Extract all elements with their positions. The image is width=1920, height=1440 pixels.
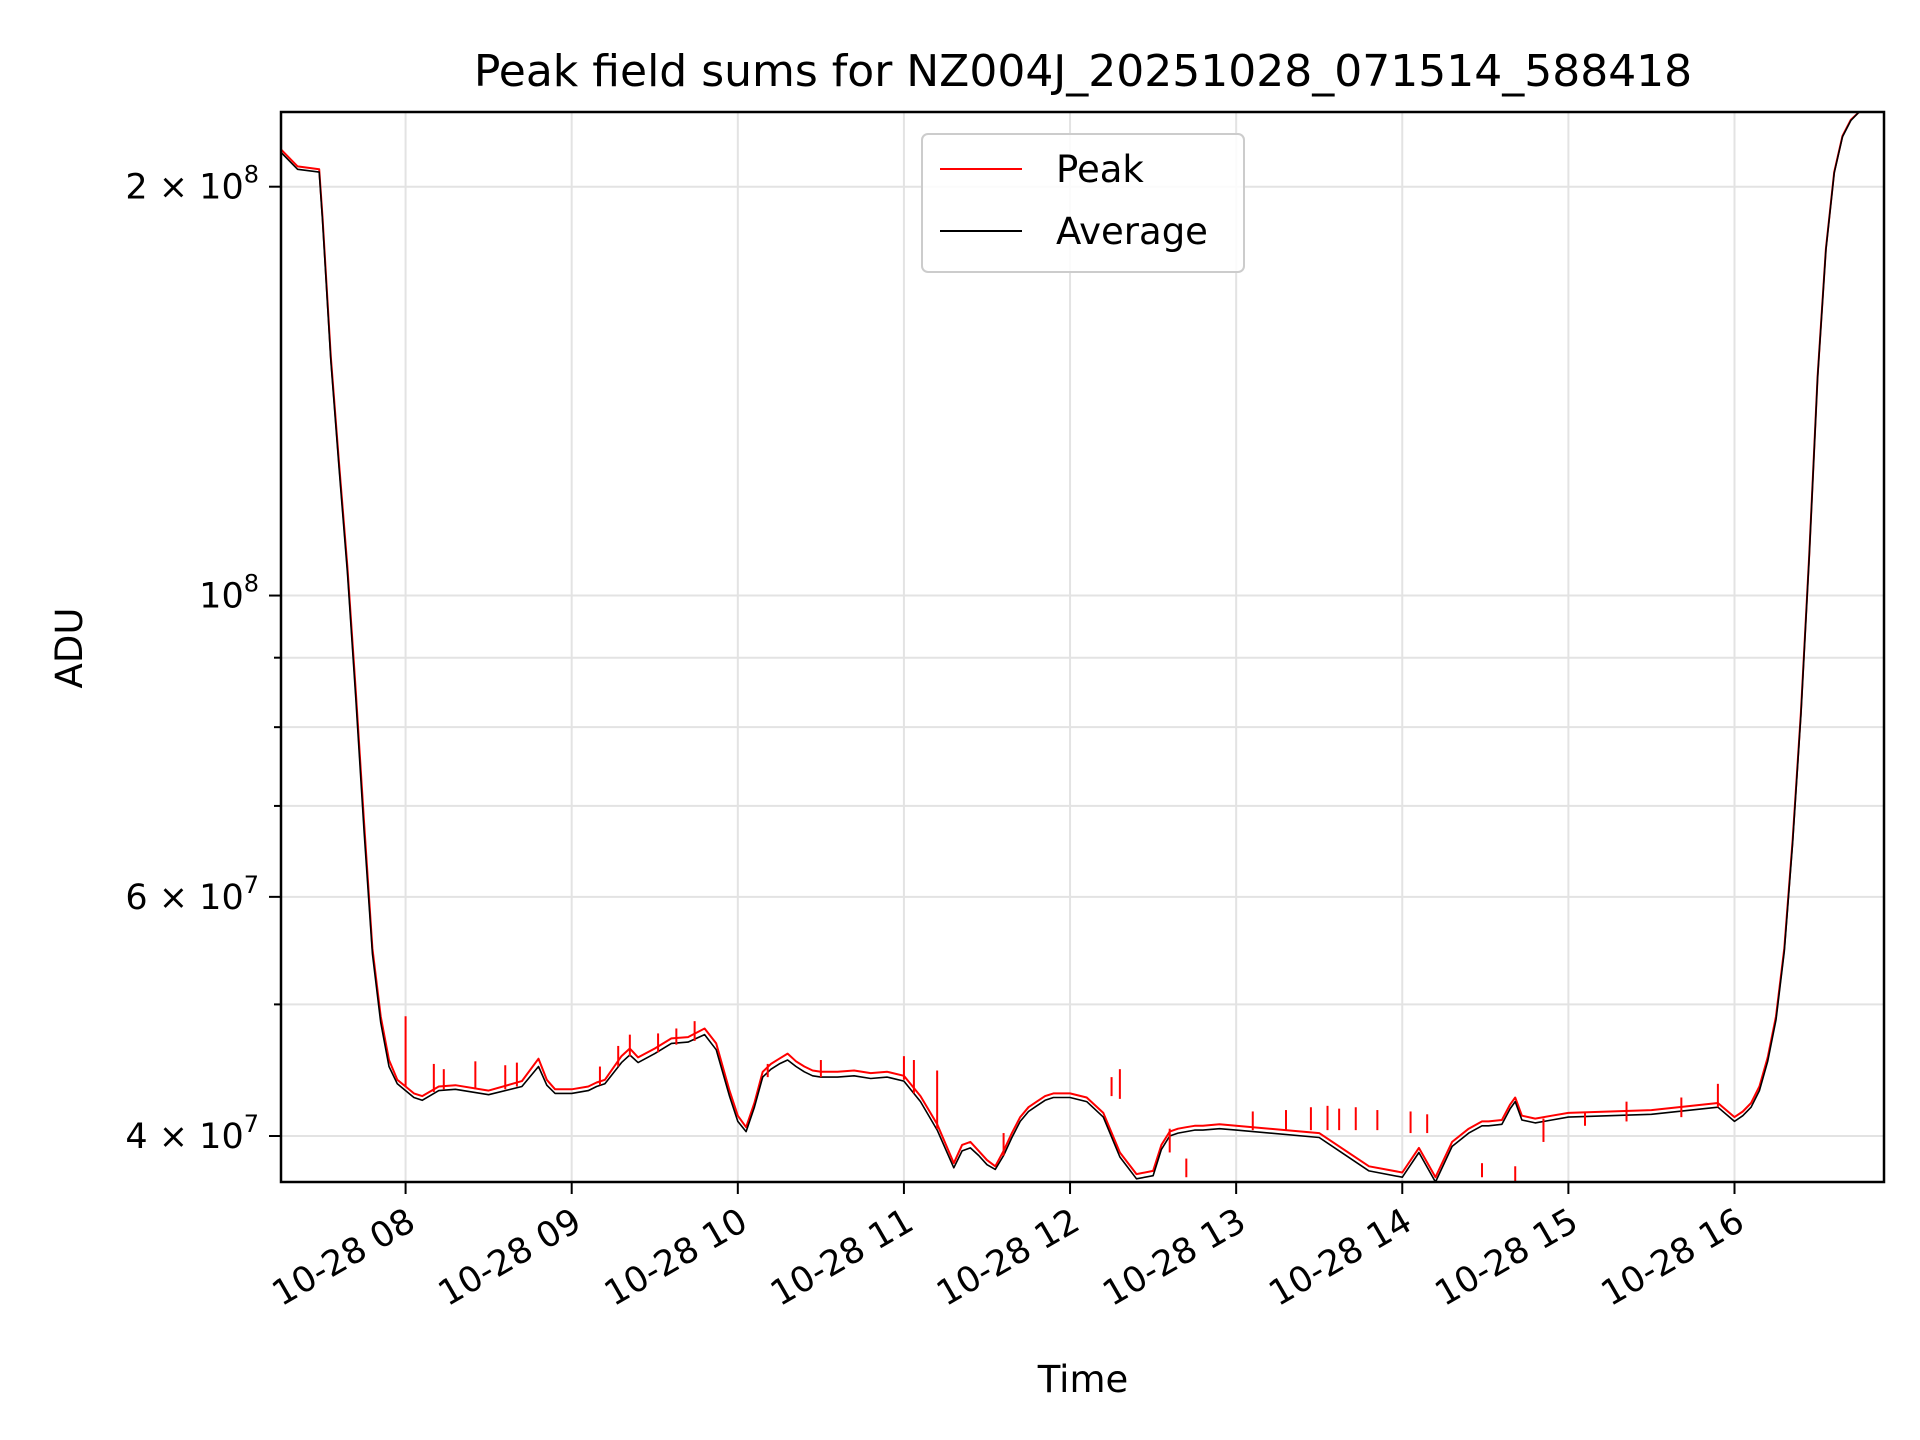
peak-series-line bbox=[281, 112, 1868, 1179]
plot-frame bbox=[279, 110, 1886, 1184]
y-tick-mantissa: 10 bbox=[199, 577, 244, 617]
y-tick-exponent: 8 bbox=[244, 570, 259, 598]
y-tick-exponent: 7 bbox=[244, 1110, 259, 1138]
y-tick-label: 4 × 107 bbox=[125, 1110, 259, 1157]
legend: Peak Average bbox=[921, 133, 1245, 273]
x-axis-label: Time bbox=[1037, 1358, 1129, 1401]
legend-peak-label: Peak bbox=[1056, 148, 1144, 191]
y-tick-mantissa: 2 × 10 bbox=[125, 168, 243, 208]
y-tick-mantissa: 4 × 10 bbox=[125, 1117, 243, 1157]
y-tick-exponent: 8 bbox=[244, 161, 259, 189]
y-tick-mantissa: 6 × 10 bbox=[125, 878, 243, 918]
grid bbox=[281, 112, 1884, 1182]
y-tick-exponent: 7 bbox=[244, 871, 259, 899]
y-tick-label: 2 × 108 bbox=[125, 161, 259, 208]
y-axis-label: ADU bbox=[48, 608, 91, 689]
average-series-line bbox=[281, 112, 1868, 1182]
y-tick-label: 6 × 107 bbox=[125, 871, 259, 918]
series-layer bbox=[281, 112, 1868, 1182]
legend-average-label: Average bbox=[1056, 210, 1208, 253]
y-tick-label: 108 bbox=[199, 570, 259, 617]
chart-title: Peak field sums for NZ004J_20251028_0715… bbox=[474, 46, 1692, 97]
